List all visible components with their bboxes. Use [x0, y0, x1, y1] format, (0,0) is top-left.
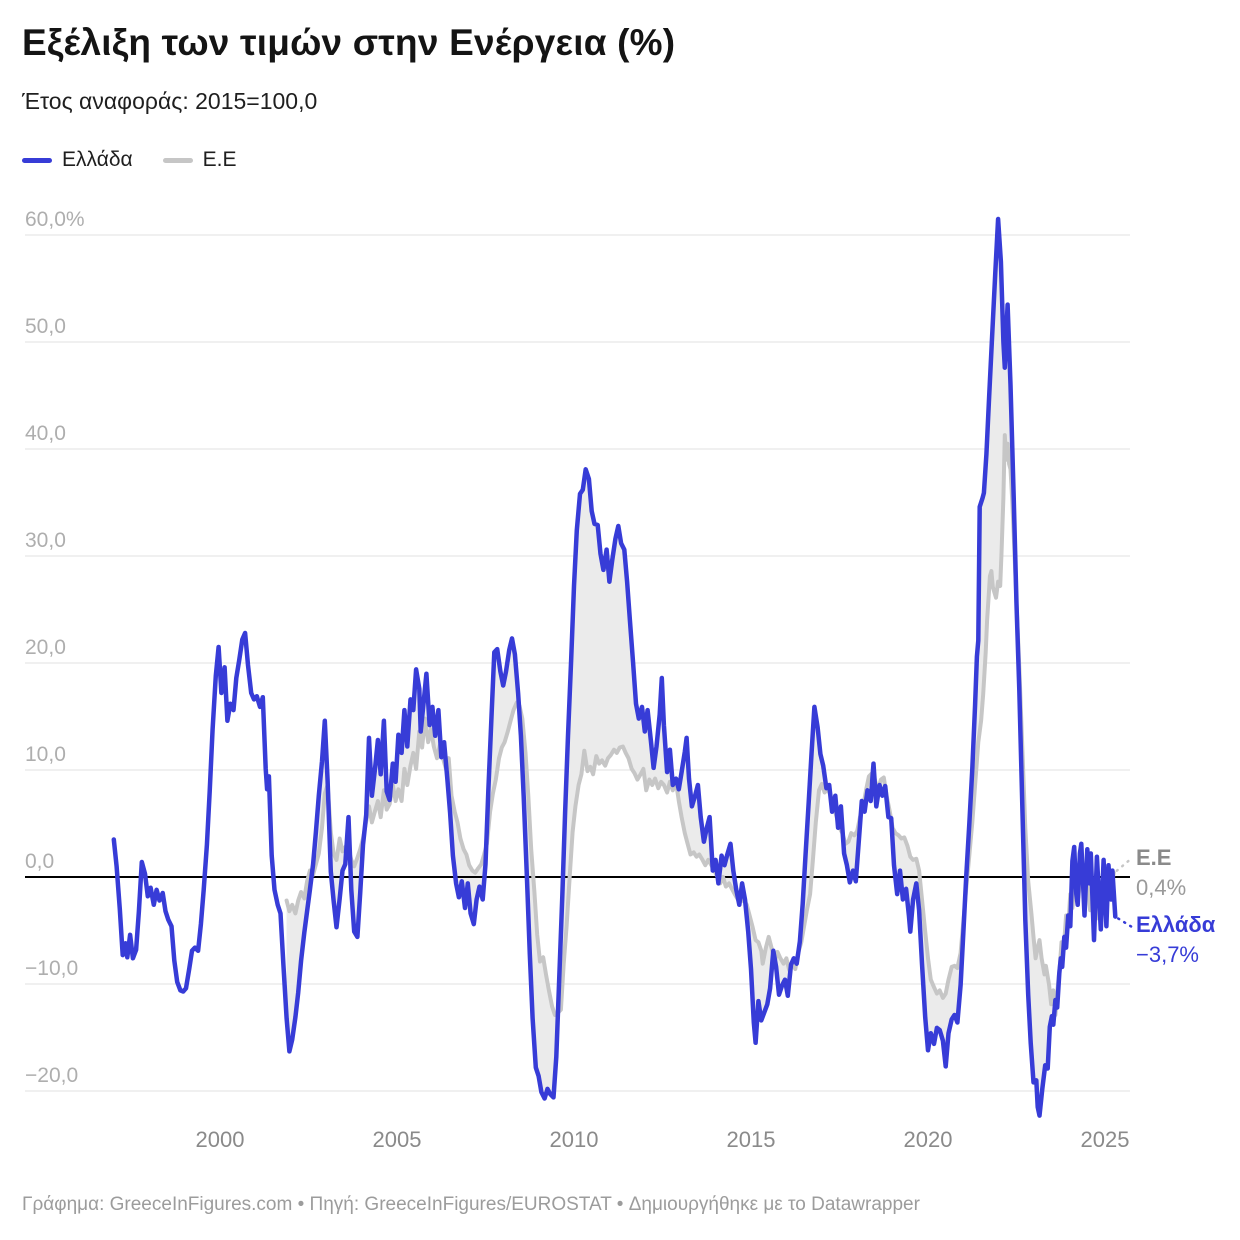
x-axis-tick-label: 2015 [727, 1127, 776, 1152]
eu-label-leader [1115, 856, 1134, 872]
legend-item-eu: Ε.Ε [162, 148, 237, 172]
legend-item-greece: Ελλάδα [22, 148, 133, 172]
chart-subtitle: Έτος αναφοράς: 2015=100,0 [22, 88, 318, 114]
eu-end-value: 0,4% [1136, 875, 1187, 900]
y-axis-tick-label: 60,0% [25, 208, 85, 231]
y-axis-tick-label: 40,0 [25, 422, 66, 445]
eu-end-label: Ε.Ε [1136, 845, 1172, 870]
legend-label-eu: Ε.Ε [202, 148, 237, 171]
y-axis-tick-label: 10,0 [25, 743, 66, 766]
x-axis-tick-label: 2005 [373, 1127, 422, 1152]
greece-end-label: Ελλάδα [1136, 912, 1216, 937]
y-axis-tick-label: −20,0 [25, 1064, 78, 1087]
y-axis-tick-label: 50,0 [25, 315, 66, 338]
x-axis-tick-label: 2025 [1081, 1127, 1130, 1152]
greece-line [111, 216, 1118, 1118]
page-title: Εξέλιξη των τιμών στην Ενέργεια (%) [22, 22, 676, 63]
y-axis-tick-label: 20,0 [25, 636, 66, 659]
attribution-footer: Γράφημα: GreeceInFigures.com • Πηγή: Gre… [22, 1194, 920, 1215]
legend: Ελλάδα Ε.Ε [22, 148, 255, 172]
greece-label-leader [1117, 917, 1134, 929]
x-axis-tick-label: 2000 [196, 1127, 245, 1152]
greece-end-value: −3,7% [1136, 942, 1199, 967]
y-axis-tick-label: 0,0 [25, 850, 54, 873]
greece-line-swatch [22, 157, 52, 163]
x-axis-tick-label: 2020 [904, 1127, 953, 1152]
y-axis-tick-label: −10,0 [25, 957, 78, 980]
legend-label-greece: Ελλάδα [62, 148, 133, 171]
x-axis-tick-label: 2010 [550, 1127, 599, 1152]
y-axis-tick-label: 30,0 [25, 529, 66, 552]
eu-line-swatch [162, 157, 193, 163]
